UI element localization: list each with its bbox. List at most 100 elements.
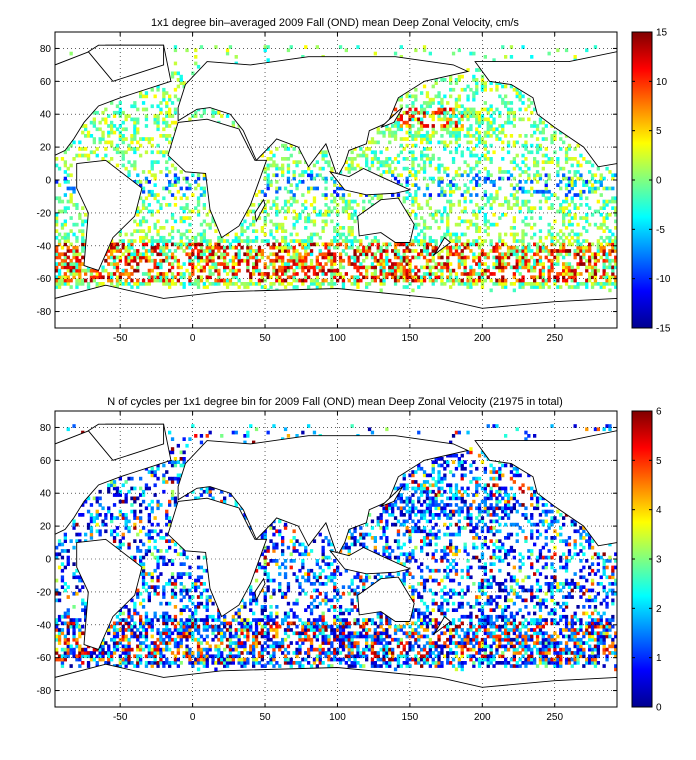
bin-cell [530, 651, 534, 655]
bin-cell [107, 654, 111, 659]
bin-cell [498, 232, 502, 237]
bin-cell [498, 654, 502, 659]
bin-cell [182, 176, 186, 181]
bin-cell [196, 268, 201, 273]
bin-cell [541, 651, 545, 655]
bin-cell [185, 242, 189, 247]
bin-cell [295, 272, 299, 276]
bin-cell [356, 278, 360, 283]
bin-cell [544, 199, 548, 204]
bin-cell [376, 657, 380, 662]
bin-cell [605, 272, 609, 276]
bin-cell [486, 219, 490, 224]
bin-cell [480, 84, 485, 89]
bin-cell [553, 193, 557, 197]
bin-cell [486, 107, 490, 112]
bin-cell [182, 81, 186, 85]
bin-cell [559, 229, 563, 233]
bin-cell [564, 272, 569, 276]
bin-cell [446, 101, 450, 105]
bin-cell [295, 651, 299, 655]
bin-cell [379, 664, 383, 668]
bin-cell [124, 166, 128, 171]
bin-cell [165, 120, 169, 125]
bin-cell [466, 110, 470, 115]
bin-cell [57, 641, 62, 645]
bin-cell [449, 239, 453, 243]
bin-cell [240, 226, 244, 230]
bin-cell [518, 209, 522, 214]
bin-cell [521, 275, 525, 280]
bin-cell [449, 249, 453, 253]
bin-cell [347, 212, 351, 217]
bin-cell [573, 147, 577, 151]
bin-cell [402, 196, 406, 201]
bin-cell [559, 647, 563, 652]
bin-cell [223, 664, 227, 668]
bin-cell [385, 631, 389, 636]
bin-cell [515, 203, 519, 207]
bin-cell [460, 114, 464, 118]
bin-cell [127, 114, 131, 118]
bin-cell [295, 249, 299, 253]
bin-cell [63, 637, 67, 642]
bin-cell [466, 654, 470, 659]
bin-cell [304, 239, 308, 243]
bin-cell [475, 117, 479, 122]
bin-cell [518, 664, 522, 668]
bin-cell [101, 134, 105, 138]
bin-cell [562, 245, 566, 250]
bin-cell [252, 664, 256, 668]
bin-cell [379, 258, 383, 263]
bin-cell [66, 239, 70, 243]
bin-cell [60, 252, 65, 257]
bin-cell [228, 268, 233, 273]
colorbar-tick-label: 10 [656, 77, 668, 88]
bin-cell [593, 209, 598, 214]
bin-cell [535, 282, 540, 286]
bin-cell [588, 189, 592, 194]
bin-cell [567, 189, 572, 194]
bin-cell [530, 124, 534, 128]
bin-cell [307, 661, 311, 665]
bin-cell [512, 644, 516, 649]
bin-cell [338, 196, 343, 201]
bin-cell [538, 647, 543, 652]
bin-cell [556, 170, 560, 174]
bin-cell [194, 282, 198, 286]
bin-cell [365, 637, 369, 642]
bin-cell [315, 657, 319, 662]
bin-cell [107, 631, 111, 636]
bin-cell [530, 226, 534, 230]
bin-cell [283, 147, 288, 151]
bin-cell [301, 242, 305, 247]
bin-cell [562, 219, 566, 224]
bin-cell [492, 634, 496, 639]
bin-cell [463, 209, 467, 214]
bin-cell [547, 157, 551, 161]
bin-cell [399, 124, 403, 128]
bin-cell [72, 140, 76, 145]
bin-cell [269, 219, 273, 224]
bin-cell [376, 275, 380, 280]
bin-cell [86, 285, 91, 289]
bin-cell [457, 134, 461, 138]
bin-cell [544, 654, 548, 659]
bin-cell [353, 249, 357, 253]
bin-cell [60, 661, 65, 665]
bin-cell [602, 258, 606, 263]
bin-cell [506, 117, 511, 122]
bin-cell [84, 651, 88, 655]
bin-cell [75, 641, 79, 645]
bin-cell [593, 654, 598, 659]
bin-cell [472, 282, 476, 286]
bin-cell [112, 249, 117, 253]
bin-cell [57, 654, 62, 659]
bin-cell [338, 661, 343, 665]
bin-cell [602, 644, 606, 649]
bin-cell [144, 114, 149, 118]
bin-cell [515, 634, 519, 639]
bin-cell [556, 644, 560, 649]
bin-cell [159, 661, 163, 665]
bin-cell [249, 245, 253, 250]
